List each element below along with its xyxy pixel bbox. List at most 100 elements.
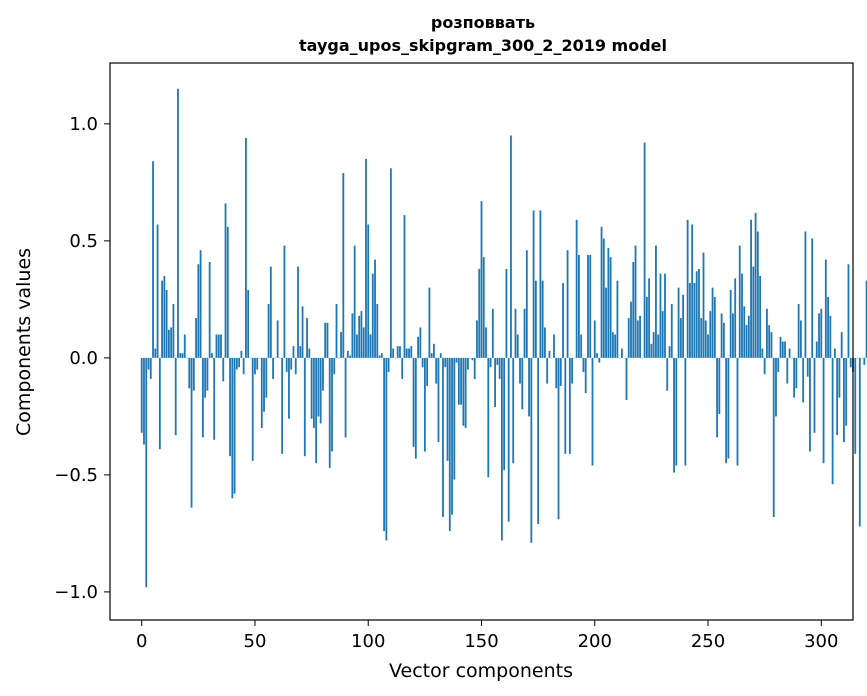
bar — [591, 357, 594, 466]
bar — [235, 357, 238, 370]
bar — [462, 357, 465, 426]
bar — [161, 280, 163, 358]
bar — [489, 357, 492, 368]
bar — [630, 301, 632, 358]
bar — [439, 353, 442, 358]
bar — [140, 357, 143, 433]
bar — [476, 320, 478, 358]
bar — [170, 327, 173, 358]
bar — [220, 334, 222, 358]
y-axis-ticks: −1.0 −0.5 0.0 0.5 1.0 — [54, 114, 110, 603]
bar — [292, 346, 295, 358]
bar — [677, 287, 680, 358]
y-tick-label: −0.5 — [54, 465, 98, 486]
bar — [206, 357, 209, 391]
bar — [201, 357, 204, 438]
bar — [324, 322, 327, 358]
bar — [211, 353, 213, 358]
bar — [813, 357, 816, 433]
bar — [269, 266, 272, 358]
bar — [335, 304, 338, 358]
bar — [779, 336, 782, 358]
bar — [562, 282, 564, 358]
bar — [177, 88, 179, 358]
bar — [559, 357, 562, 386]
y-tick-label: −1.0 — [54, 582, 98, 603]
bar — [621, 348, 623, 358]
bar — [319, 357, 322, 424]
bar — [568, 357, 571, 454]
bar — [541, 280, 544, 358]
bar — [838, 357, 841, 398]
bar — [238, 357, 241, 368]
bar — [555, 357, 558, 389]
bar — [670, 304, 673, 358]
bar — [326, 322, 329, 358]
bar — [600, 226, 603, 358]
bar — [392, 348, 395, 358]
bar — [718, 357, 721, 415]
bar — [793, 357, 796, 398]
bar — [833, 348, 836, 358]
bar — [421, 357, 424, 368]
bar — [752, 266, 755, 358]
bar — [437, 357, 440, 443]
bar — [784, 341, 786, 358]
bar — [815, 341, 818, 358]
bar — [553, 334, 555, 358]
bar — [358, 315, 361, 358]
bar — [410, 346, 413, 358]
bar — [738, 245, 741, 358]
bar — [686, 219, 689, 358]
bar — [294, 357, 297, 375]
bar — [503, 357, 506, 471]
bar — [664, 273, 666, 358]
bar — [380, 353, 383, 358]
bar — [643, 142, 646, 358]
bar — [467, 357, 469, 370]
bar — [695, 271, 698, 358]
bar — [840, 332, 843, 358]
bar — [333, 357, 336, 375]
x-tick-label: 0 — [136, 631, 147, 652]
bar — [156, 224, 159, 358]
bar — [260, 357, 263, 429]
bar — [446, 357, 449, 461]
bar — [340, 332, 342, 358]
bar — [346, 350, 349, 358]
bar — [283, 245, 286, 358]
bar — [854, 357, 857, 454]
bar — [582, 357, 585, 372]
bar — [179, 353, 182, 358]
bar — [625, 357, 628, 401]
bar — [682, 294, 685, 358]
bar — [602, 238, 605, 358]
bar — [229, 357, 231, 457]
bar — [611, 332, 614, 358]
bar — [521, 357, 524, 410]
bar — [435, 357, 438, 384]
bar — [344, 357, 347, 438]
bar — [455, 357, 458, 363]
bar — [727, 357, 730, 459]
bar — [172, 304, 175, 358]
bar — [471, 357, 474, 361]
bar — [702, 252, 705, 358]
bar — [242, 357, 245, 375]
bar — [342, 173, 345, 358]
bar — [310, 357, 313, 419]
bar — [496, 357, 499, 365]
bar — [863, 357, 866, 365]
bar — [632, 261, 635, 358]
bar — [331, 357, 333, 452]
bar — [419, 327, 422, 358]
bar — [498, 357, 501, 379]
bar — [367, 224, 370, 358]
bar — [412, 357, 415, 447]
bar — [145, 357, 148, 588]
bar — [673, 357, 675, 473]
bar — [414, 357, 417, 459]
bar — [174, 357, 177, 436]
bar — [147, 357, 150, 370]
bar — [711, 287, 714, 358]
